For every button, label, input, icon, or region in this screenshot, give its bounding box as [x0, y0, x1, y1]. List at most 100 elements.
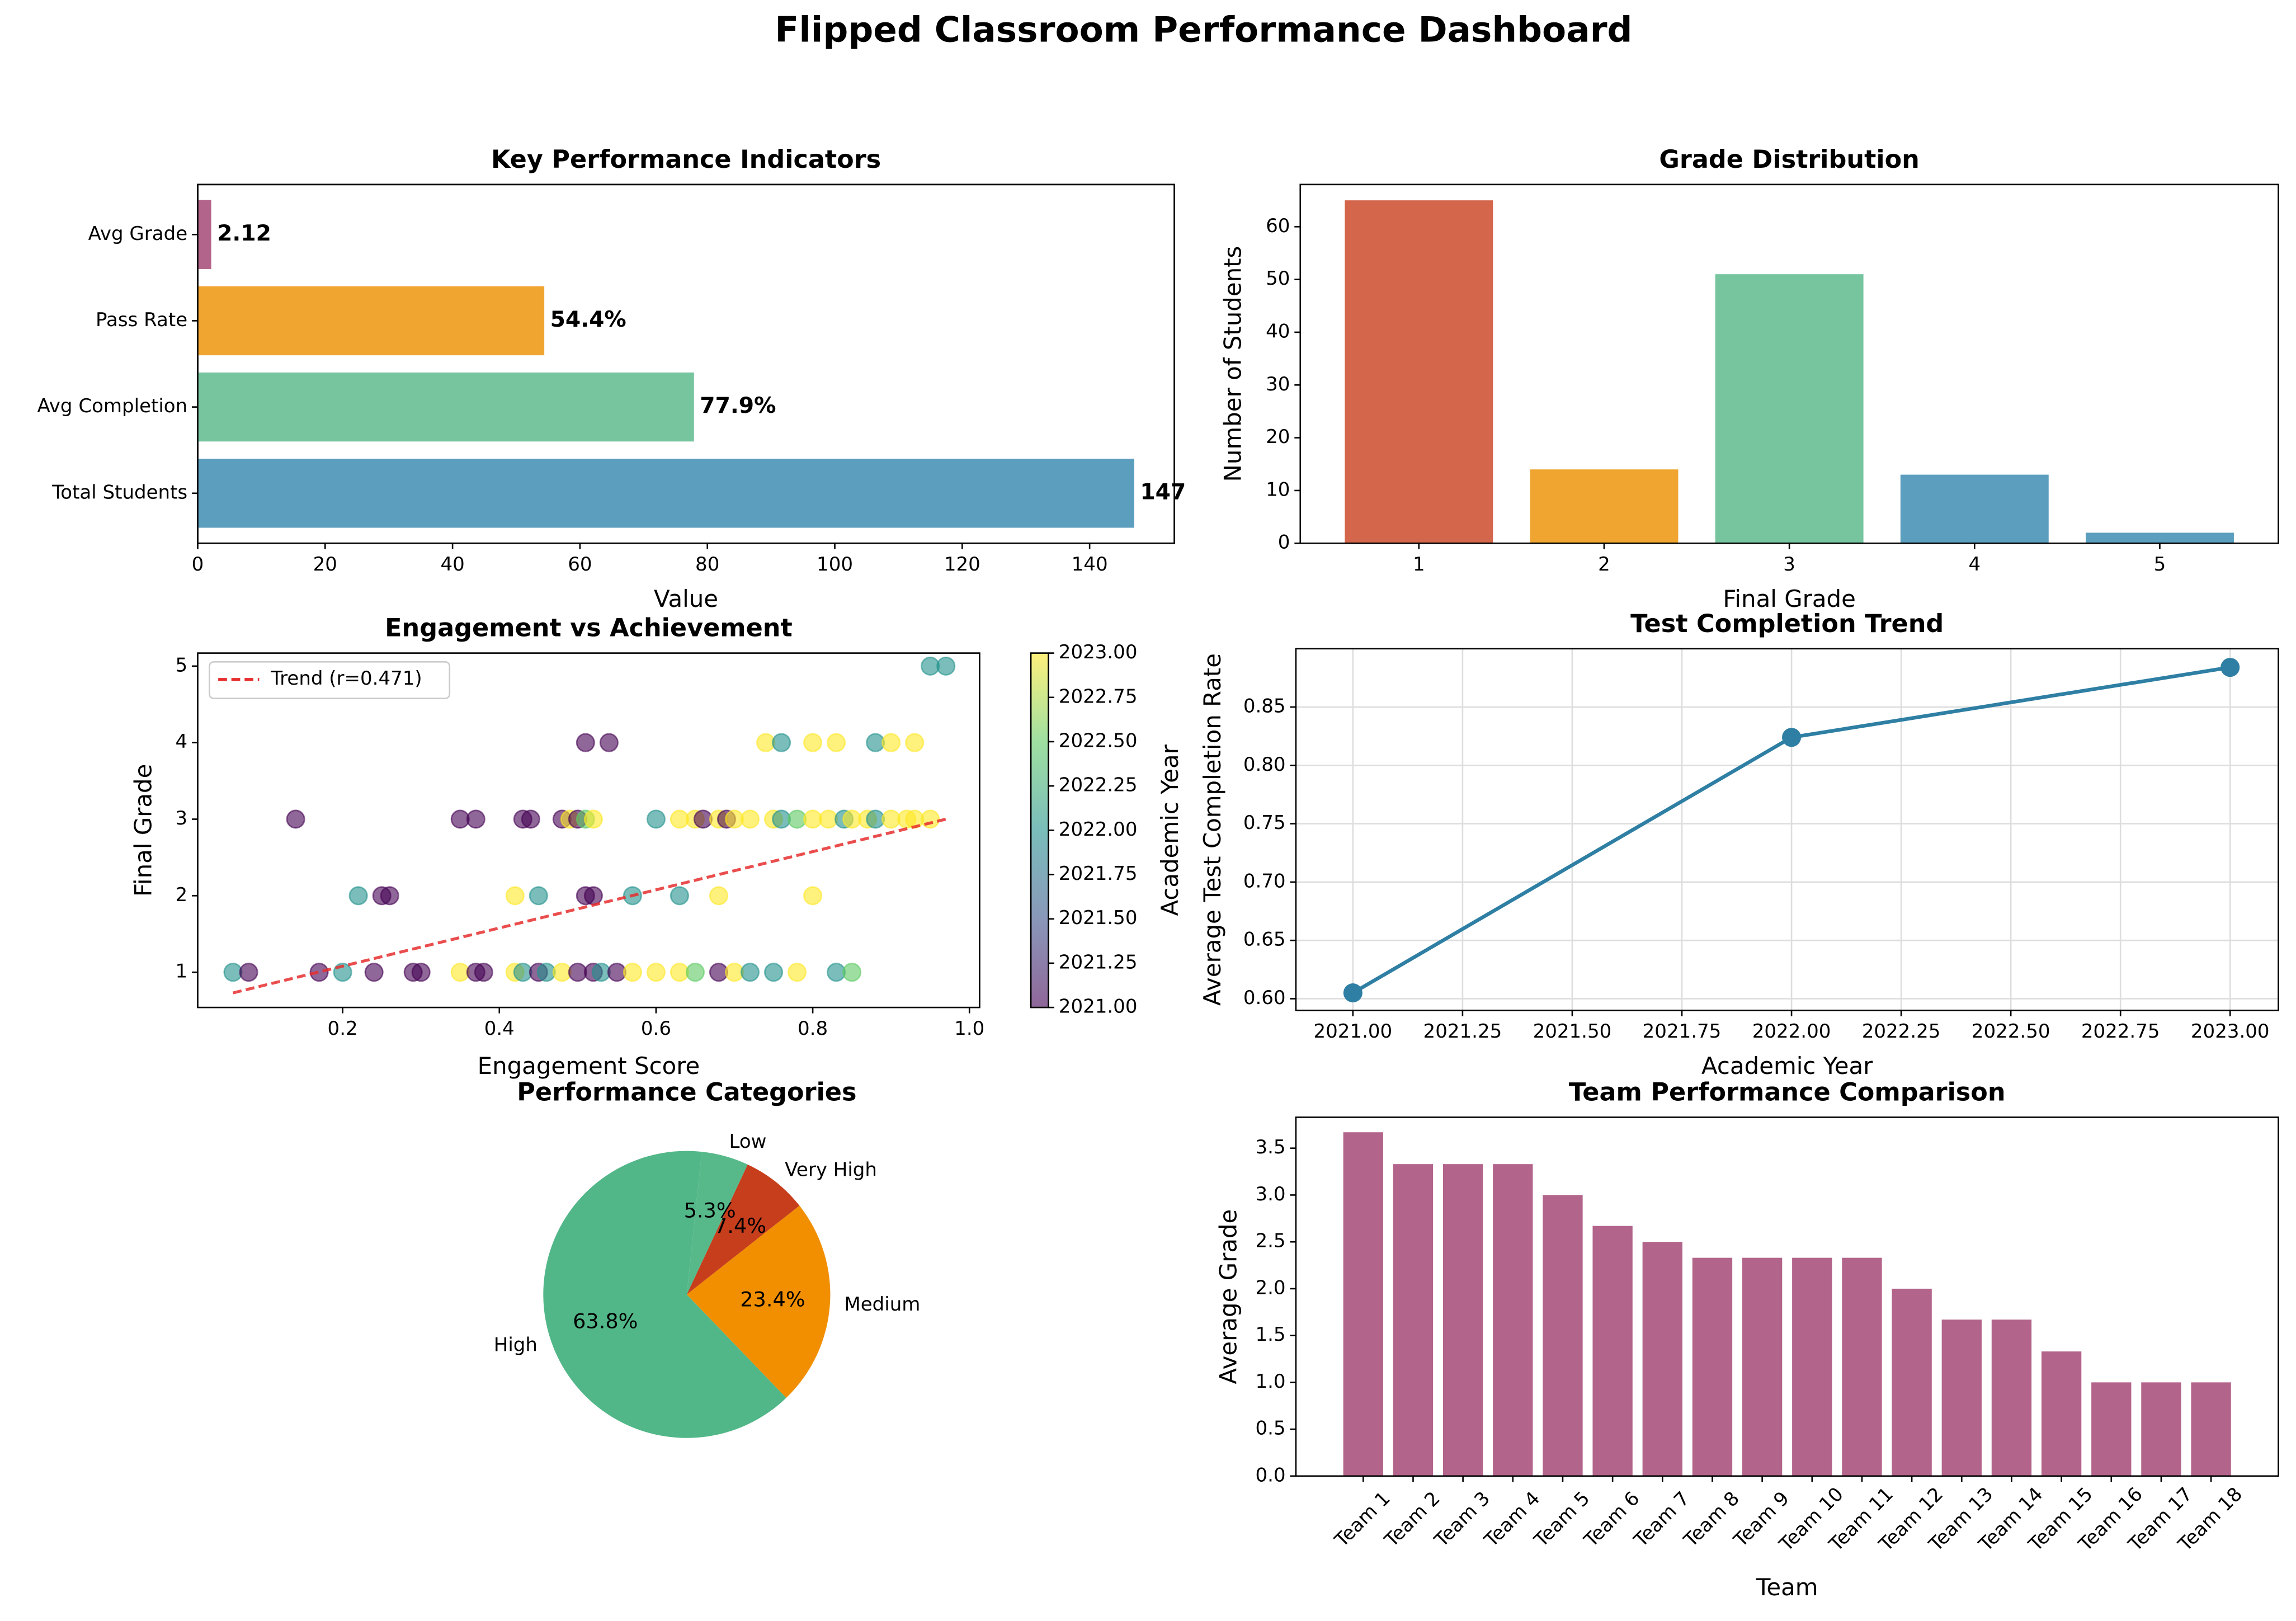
scatter-point	[724, 809, 744, 829]
dashboard-title: Flipped Classroom Performance Dashboard	[775, 10, 1632, 50]
x-tick-label: 1	[1413, 553, 1425, 576]
colorbar-tick-label: 2021.25	[1059, 951, 1138, 973]
y-tick-label: 0.80	[1243, 753, 1286, 776]
scatter-point	[819, 809, 838, 829]
scatter-point	[788, 809, 807, 829]
pie-slice	[686, 1205, 831, 1398]
scatter-point	[552, 963, 572, 982]
x-tick-label: 2023.00	[2191, 1020, 2270, 1043]
x-tick-label: Team 7	[1629, 1487, 1694, 1552]
scatter-point	[607, 963, 626, 982]
y-tick-label: 2	[176, 884, 188, 906]
colorbar-tick-label: 2022.00	[1059, 818, 1138, 841]
scatter-point	[466, 809, 485, 829]
bar	[1892, 1288, 1932, 1476]
trend-line	[232, 817, 946, 995]
x-tick-label: 2021.75	[1643, 1020, 1722, 1043]
scatter-point	[568, 963, 587, 982]
bar	[197, 286, 545, 356]
x-axis-label: Value	[654, 585, 718, 612]
scatter-point	[223, 963, 243, 982]
scatter-point	[505, 886, 525, 906]
bar	[1543, 1195, 1583, 1476]
scatter-point	[536, 963, 556, 982]
y-tick-label: 20	[1266, 426, 1290, 448]
line-point	[1343, 983, 1362, 1003]
pie-value-label: 5.3%	[684, 1198, 736, 1222]
scatter-point	[309, 963, 329, 982]
scatter-point	[866, 809, 885, 829]
y-axis-label: Number of Students	[1219, 246, 1246, 482]
y-tick-label: 0	[1278, 531, 1290, 554]
y-axis-label: Average Test Completion Rate	[1199, 653, 1226, 1006]
chart-title: Engagement vs Achievement	[385, 614, 793, 643]
scatter-point	[583, 886, 603, 906]
x-tick-label: 3	[1783, 553, 1795, 576]
bar	[1592, 1226, 1633, 1476]
y-tick-label: 0.5	[1255, 1417, 1285, 1440]
scatter-point	[529, 886, 548, 906]
scatter-point	[772, 809, 791, 829]
bar	[1393, 1164, 1434, 1476]
scatter-point	[623, 963, 642, 982]
y-tick-label: 60	[1266, 215, 1290, 237]
scatter-point	[827, 733, 846, 752]
bar	[1842, 1257, 1882, 1476]
y-tick-label: 5	[176, 654, 188, 676]
bar	[1715, 274, 1864, 544]
y-tick-label: 1.5	[1255, 1323, 1285, 1346]
scatter-point	[521, 809, 540, 829]
scatter-point	[599, 733, 619, 752]
legend-label: Trend (r=0.471)	[270, 667, 422, 690]
x-tick-label: Team 1	[1330, 1487, 1395, 1552]
bar	[1692, 1257, 1733, 1476]
scatter-point	[741, 809, 760, 829]
pie-value-label: 23.4%	[740, 1287, 805, 1311]
y-tick-label: 1.0	[1255, 1370, 1285, 1393]
pie-value-label: 63.8%	[573, 1309, 638, 1333]
y-tick-label: 0.60	[1243, 987, 1286, 1009]
colorbar-tick-label: 2022.75	[1059, 685, 1138, 708]
x-axis-label: Team	[1756, 1573, 1818, 1601]
line-point	[2220, 658, 2240, 677]
value-label: 147	[1140, 479, 1186, 505]
x-tick-label: Team 3	[1430, 1487, 1494, 1552]
y-tick-label: 4	[176, 731, 188, 753]
y-tick-label: Total Students	[51, 481, 187, 503]
x-tick-label: 100	[817, 553, 853, 576]
scatter-point	[583, 809, 603, 829]
pie-slice	[686, 1152, 748, 1295]
bar	[1941, 1320, 1982, 1476]
scatter-point	[921, 809, 940, 829]
bar	[1530, 469, 1679, 544]
x-tick-label: Team 5	[1530, 1487, 1595, 1552]
x-tick-label: 0.8	[798, 1017, 828, 1040]
scatter-point	[827, 963, 846, 982]
y-tick-label: 2.0	[1255, 1276, 1285, 1299]
bar	[1345, 200, 1493, 544]
scatter-point	[670, 963, 689, 982]
scatter-point	[693, 809, 713, 829]
scatter-point	[803, 733, 823, 752]
x-tick-label: 20	[313, 553, 337, 576]
value-label: 2.12	[217, 221, 271, 246]
scatter-point	[670, 886, 689, 906]
y-tick-label: 0.85	[1243, 695, 1286, 718]
x-tick-label: 2	[1598, 553, 1610, 576]
bar	[1742, 1257, 1783, 1476]
bar	[1900, 474, 2049, 544]
scatter-point	[239, 963, 258, 982]
x-axis-label: Academic Year	[1701, 1052, 1873, 1080]
y-tick-label: 50	[1266, 267, 1290, 290]
bar	[197, 200, 211, 269]
chart-title: Key Performance Indicators	[491, 145, 881, 174]
pie-label: Low	[729, 1130, 767, 1153]
scatter-point	[842, 809, 862, 829]
scatter-point	[866, 733, 885, 752]
bar	[1792, 1257, 1832, 1476]
y-tick-label: Avg Completion	[37, 395, 188, 417]
x-tick-label: 0.4	[484, 1017, 515, 1040]
x-tick-label: 60	[568, 553, 592, 576]
